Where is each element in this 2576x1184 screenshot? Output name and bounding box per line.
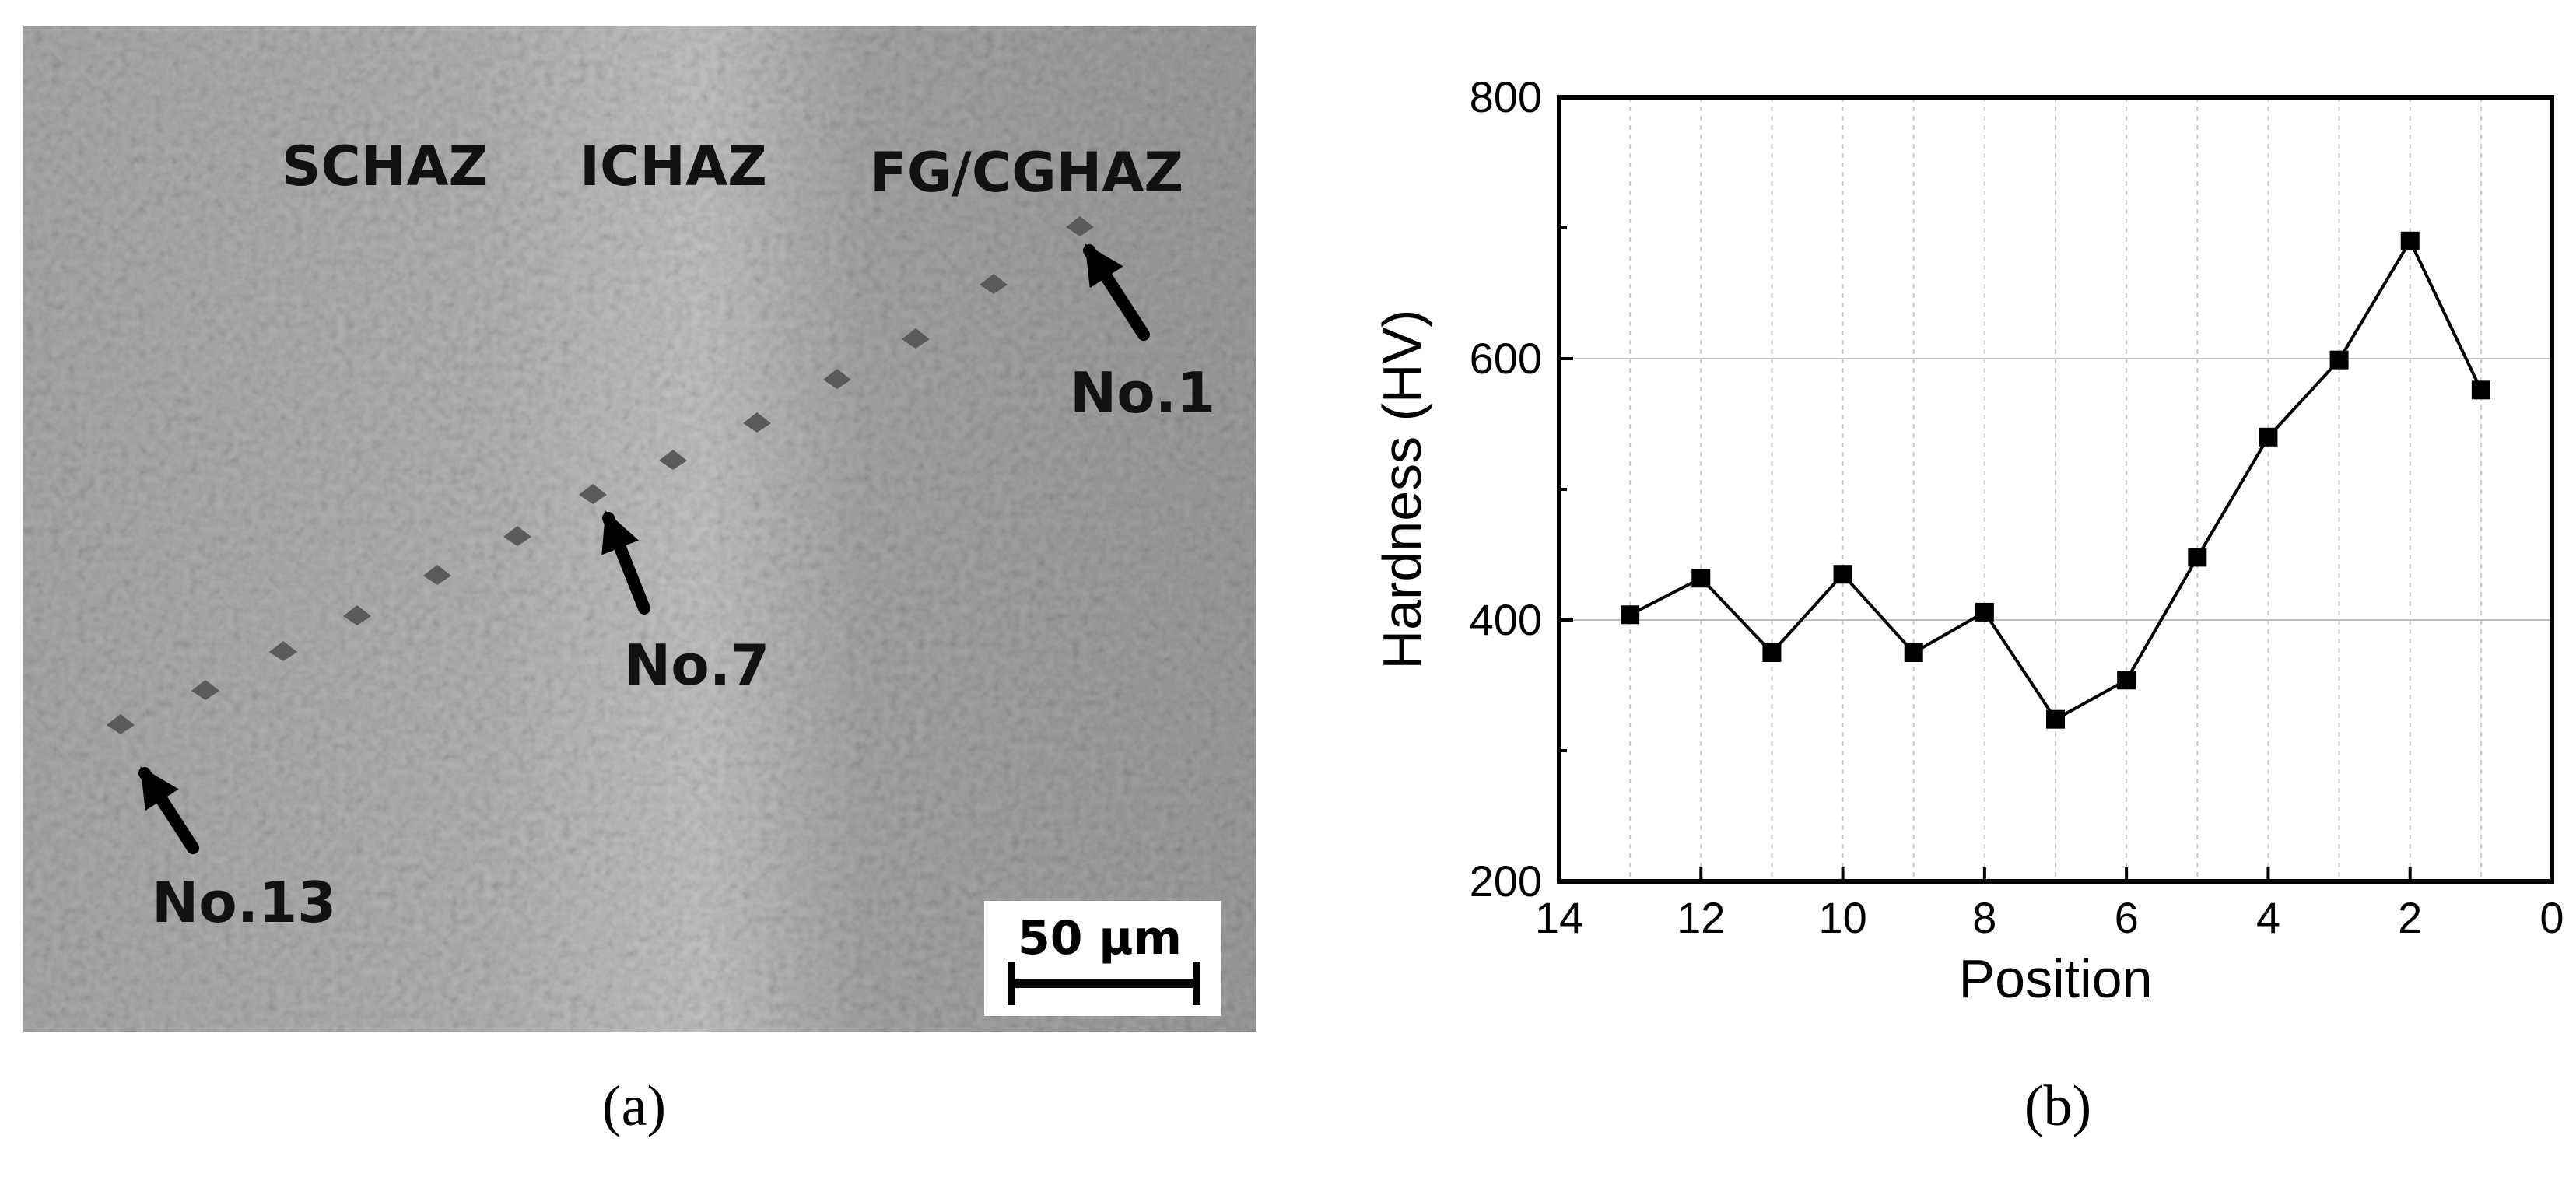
indent-mark <box>423 565 451 585</box>
x-axis-ticks <box>1558 867 2553 881</box>
x-axis-tick-labels: 14 12 10 8 6 4 2 0 <box>1535 893 2564 942</box>
indent-label-last: No.13 <box>152 870 336 935</box>
indent-arrow-first <box>1083 243 1150 341</box>
y-tick-label: 200 <box>1470 856 1542 906</box>
indent-mark <box>823 369 851 389</box>
y-tick-label: 600 <box>1470 334 1542 383</box>
x-tick-label: 4 <box>2256 893 2280 942</box>
data-point <box>2188 548 2207 567</box>
indent-mark <box>579 484 607 504</box>
x-tick-label: 8 <box>1972 893 1996 942</box>
indent-mark <box>1066 216 1094 236</box>
data-point <box>1691 569 1711 588</box>
hardness-chart: 14 12 10 8 6 4 2 0 200 400 600 800 Position Hardne… <box>1372 72 2564 1009</box>
data-point <box>1904 643 1923 662</box>
vertical-gridlines <box>1629 97 2482 881</box>
scale-bar-label: 50 μm <box>1018 911 1182 965</box>
indent-mark <box>343 605 371 625</box>
indent-label-first: No.1 <box>1070 360 1215 426</box>
x-tick-label: 0 <box>2539 893 2564 942</box>
hardness-series-points <box>1621 231 2490 729</box>
horizontal-gridlines <box>1559 358 2552 621</box>
indent-mark <box>503 526 531 546</box>
x-tick-label: 12 <box>1677 893 1725 942</box>
indent-mark <box>902 328 930 349</box>
panel-b-caption: (b) <box>2024 1074 2092 1138</box>
data-point <box>2259 427 2278 447</box>
x-axis-label: Position <box>1958 948 2152 1009</box>
data-point <box>1762 643 1782 662</box>
x-tick-label: 2 <box>2398 893 2422 942</box>
indent-label-middle: No.7 <box>624 632 769 698</box>
indent-mark <box>659 450 687 470</box>
indent-mark <box>107 714 135 734</box>
zone-label-fg-cghaz: FG/CGHAZ <box>870 141 1183 205</box>
micrograph-panel: SCHAZ ICHAZ FG/CGHAZ No.1 No.7 No.13 50 … <box>23 26 1256 1032</box>
panel-a-caption: (a) <box>601 1074 667 1138</box>
data-point <box>1975 602 1994 622</box>
scale-bar: 50 μm <box>984 901 1221 1016</box>
indent-mark <box>191 680 219 700</box>
y-axis-label: Hardness (HV) <box>1372 310 1432 670</box>
x-tick-label: 14 <box>1535 893 1583 942</box>
micrograph-image <box>23 26 1256 1032</box>
x-tick-label: 6 <box>2115 893 2139 942</box>
x-tick-label: 10 <box>1818 893 1866 942</box>
y-axis-ticks <box>1559 96 1573 883</box>
data-point <box>2400 231 2420 250</box>
indent-mark <box>980 274 1008 294</box>
indent-mark <box>269 641 297 661</box>
y-axis-tick-labels: 200 400 600 800 <box>1470 72 1542 906</box>
y-tick-label: 400 <box>1470 595 1542 644</box>
indentation-marks <box>107 216 1094 734</box>
data-point <box>2117 671 2136 690</box>
data-point <box>1621 605 1640 625</box>
indent-mark <box>743 412 771 433</box>
zone-label-ichaz: ICHAZ <box>580 135 767 198</box>
data-point <box>1833 565 1852 584</box>
indent-arrow-last <box>138 766 199 854</box>
zone-label-schaz: SCHAZ <box>282 135 488 198</box>
scale-bar-background <box>984 901 1221 1016</box>
y-tick-label: 800 <box>1470 72 1542 121</box>
data-point <box>2046 709 2065 729</box>
indent-arrow-middle <box>601 510 650 615</box>
data-point <box>2471 380 2490 400</box>
data-point <box>2329 350 2349 370</box>
